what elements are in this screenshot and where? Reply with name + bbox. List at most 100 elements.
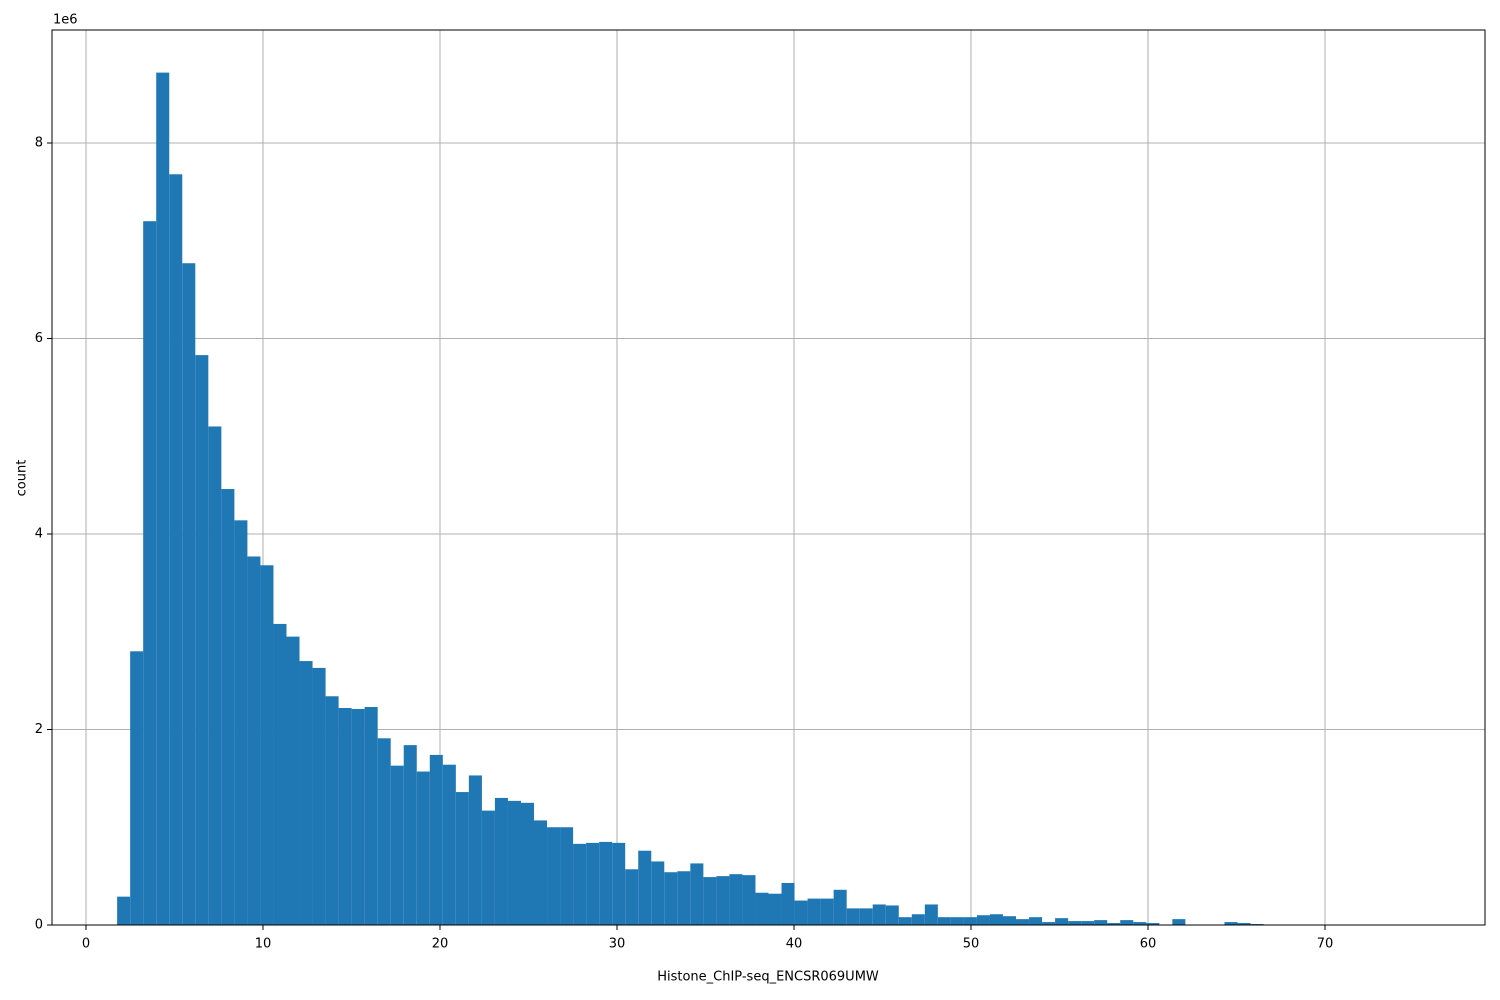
bar [1224, 922, 1238, 925]
bar [351, 708, 365, 925]
x-tick-label: 0 [82, 937, 90, 952]
bar [1055, 918, 1069, 925]
bar [937, 917, 951, 925]
bar [286, 636, 300, 925]
bar [911, 914, 925, 925]
bar [794, 900, 808, 925]
bar [612, 842, 626, 925]
bar [1094, 920, 1108, 925]
x-tick-label: 10 [255, 937, 272, 952]
bar [455, 792, 469, 925]
bar [1068, 921, 1082, 925]
bar [625, 869, 639, 925]
bar [690, 863, 704, 925]
bar [651, 861, 665, 925]
bar [729, 874, 743, 925]
bar [182, 263, 196, 925]
bar [403, 745, 417, 925]
bar [1002, 916, 1017, 925]
bar [377, 738, 391, 925]
bar [1107, 923, 1121, 925]
bar [820, 898, 834, 925]
bar [560, 827, 574, 925]
bar [742, 875, 756, 925]
bar [534, 820, 548, 925]
y-tick-label: 0 [35, 918, 43, 933]
x-tick-label: 70 [1317, 937, 1334, 952]
bar [390, 765, 404, 925]
bar [299, 661, 313, 925]
bar [807, 898, 821, 925]
bar [755, 892, 769, 925]
bar [1120, 920, 1134, 925]
bar [924, 904, 938, 925]
bar [195, 355, 209, 926]
bar [1081, 921, 1095, 925]
bar [312, 667, 326, 925]
bar [273, 623, 287, 925]
bar [416, 771, 430, 925]
bar [638, 850, 652, 925]
bar [338, 707, 352, 925]
bar [781, 882, 795, 925]
bar [1016, 919, 1030, 925]
y-tick-label: 4 [35, 526, 43, 541]
bar [976, 915, 990, 925]
y-axis-label: count [15, 460, 30, 497]
y-offset-label: 1e6 [53, 13, 78, 28]
bar [130, 651, 144, 925]
x-tick-label: 30 [609, 937, 626, 952]
bar [1042, 922, 1056, 925]
bar [325, 696, 339, 925]
bar [950, 917, 964, 925]
bar [169, 174, 183, 925]
bar [716, 876, 730, 925]
plot-frame [51, 29, 1486, 926]
bar [846, 908, 860, 925]
x-tick-label: 50 [963, 937, 980, 952]
bar [520, 802, 535, 925]
bar [677, 871, 691, 925]
bar [117, 896, 131, 925]
bar [221, 489, 235, 925]
bar [507, 800, 521, 925]
bar [833, 889, 847, 925]
bar [234, 520, 248, 925]
bar [586, 842, 600, 925]
x-axis-label: Histone_ChIP-seq_ENCSR069UMW [657, 970, 879, 985]
y-tick-label: 2 [35, 722, 43, 737]
bar [1237, 923, 1251, 925]
bar [599, 841, 613, 925]
bar [872, 904, 886, 925]
bar [481, 810, 495, 925]
bar [989, 914, 1003, 925]
bar [468, 775, 482, 925]
bar [364, 707, 378, 925]
x-tick-label: 40 [786, 937, 803, 952]
bar [442, 764, 456, 925]
bar [1133, 922, 1147, 925]
y-tick-label: 8 [35, 135, 43, 150]
bar [1172, 919, 1186, 925]
bar [703, 877, 717, 925]
bar [664, 872, 678, 925]
y-tick-label: 6 [35, 331, 43, 346]
bar [963, 917, 977, 925]
x-tick-label: 60 [1140, 937, 1157, 952]
bar [429, 754, 443, 925]
bar [885, 905, 899, 925]
bar [547, 827, 561, 925]
bar [1146, 923, 1160, 925]
bar [247, 556, 261, 925]
bar [768, 893, 782, 925]
bar [573, 843, 587, 925]
bar [156, 72, 170, 926]
bar [260, 565, 274, 925]
bar [1029, 917, 1043, 925]
bar [859, 908, 873, 925]
bar [494, 797, 508, 925]
bar [898, 917, 912, 925]
x-tick-label: 20 [432, 937, 449, 952]
bar [143, 221, 157, 925]
